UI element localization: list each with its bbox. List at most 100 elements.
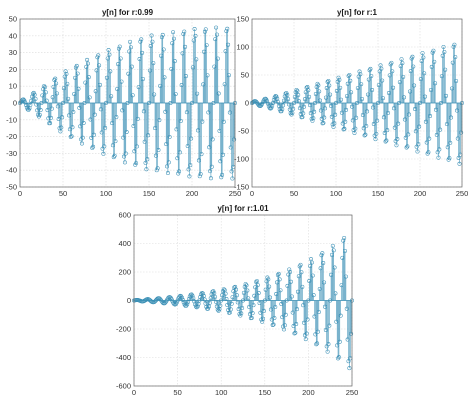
stem-marker [119, 79, 124, 84]
stem-marker [400, 61, 405, 66]
stem-marker [198, 171, 203, 176]
stem-marker [85, 57, 90, 62]
stem-marker [238, 313, 243, 318]
stem-marker [348, 78, 353, 83]
stem-marker [428, 114, 433, 118]
stem-marker [201, 293, 206, 298]
stem-marker [327, 83, 332, 88]
chart-title: y[n] for r:0.99 [102, 8, 154, 17]
stem-marker [222, 288, 227, 293]
stem-marker [129, 64, 134, 69]
stem-marker [173, 92, 178, 97]
stem-marker [454, 78, 459, 83]
y-tick-label: 100 [236, 43, 249, 52]
stem-marker [383, 139, 388, 144]
stem-marker [391, 85, 396, 90]
stem-marker [218, 303, 223, 308]
x-tick-label: 100 [330, 189, 343, 198]
stem-marker [215, 56, 220, 61]
stem-marker [143, 160, 148, 165]
stem-marker [310, 273, 315, 278]
stem-marker [374, 131, 379, 136]
stem-marker [422, 71, 427, 76]
stem-marker [49, 106, 54, 111]
stem-marker [316, 329, 320, 334]
stem-marker [326, 342, 331, 347]
stem-marker [184, 74, 188, 79]
stem-marker [401, 74, 406, 79]
stem-marker [354, 115, 359, 120]
stem-marker [338, 85, 343, 90]
stem-marker [423, 94, 428, 99]
stem-marker [299, 270, 304, 275]
chart-r-1-01: y[n] for r:1.01 0 50 100 150 200 250 600 400 200… [116, 204, 358, 397]
stem-marker [33, 96, 38, 101]
stem-marker [412, 83, 417, 88]
stem-marker [270, 103, 275, 108]
stem-marker [199, 152, 204, 157]
stem-marker [217, 307, 222, 312]
stem-marker [343, 274, 348, 279]
stem-marker [32, 92, 37, 97]
x-tick-label: 50 [59, 189, 67, 198]
chart-r-1: y[n] for r:1 0 50 100 150 200 250 150 100 50 0 -50… [234, 8, 468, 198]
stem-marker [130, 93, 135, 98]
stem-marker [205, 73, 210, 78]
stem-series [132, 235, 354, 371]
stem-marker [394, 143, 399, 148]
stem-marker [226, 42, 231, 47]
x-tick-label: 250 [456, 189, 469, 198]
stem-marker [220, 152, 225, 157]
stem-marker [336, 356, 341, 361]
y-tick-label: 0 [127, 296, 131, 305]
stem-marker [285, 93, 290, 98]
stem-marker [261, 316, 266, 321]
stem-marker [332, 265, 337, 270]
stem-marker [70, 125, 75, 130]
stem-marker [159, 35, 164, 40]
stem-marker [149, 33, 154, 38]
stem-marker [325, 79, 330, 84]
stem-marker [304, 331, 309, 336]
stem-marker [195, 91, 200, 96]
stem-marker [315, 341, 320, 346]
stem-marker [166, 160, 171, 165]
stem-marker [245, 288, 250, 293]
stem-marker [261, 309, 266, 313]
stem-marker [427, 136, 432, 141]
stem-marker [346, 359, 351, 364]
stem-marker [316, 83, 321, 88]
stem-marker [319, 253, 324, 258]
stem-marker [438, 127, 443, 132]
stem-marker [81, 121, 86, 125]
stem-marker [294, 87, 299, 92]
stem-marker [395, 137, 400, 141]
stem-marker [161, 47, 166, 52]
stem-marker [435, 150, 440, 155]
y-tick-label: -400 [116, 353, 131, 362]
stem-marker [437, 147, 442, 152]
stem-marker [289, 294, 294, 299]
stem-marker [75, 71, 80, 76]
stem-marker [213, 294, 218, 299]
stem-marker [21, 97, 26, 102]
stem-marker [341, 127, 346, 132]
stem-marker [80, 135, 85, 140]
stem-marker [384, 138, 389, 143]
stem-marker [59, 125, 64, 130]
stem-marker [195, 304, 200, 309]
stem-marker [214, 25, 219, 30]
stem-marker [43, 90, 48, 95]
stem-marker [146, 133, 151, 138]
stem-marker [312, 109, 317, 114]
stem-marker [42, 85, 47, 90]
stem-marker [215, 307, 220, 312]
stem-marker [276, 100, 281, 105]
chart-title: y[n] for r:1 [337, 8, 378, 17]
stem-marker [91, 132, 96, 137]
stem-marker [91, 144, 96, 149]
x-tick-label: 50 [290, 189, 298, 198]
x-tick-label: 100 [215, 388, 228, 397]
y-tick-label: 150 [236, 15, 249, 24]
stem-marker [254, 279, 259, 284]
